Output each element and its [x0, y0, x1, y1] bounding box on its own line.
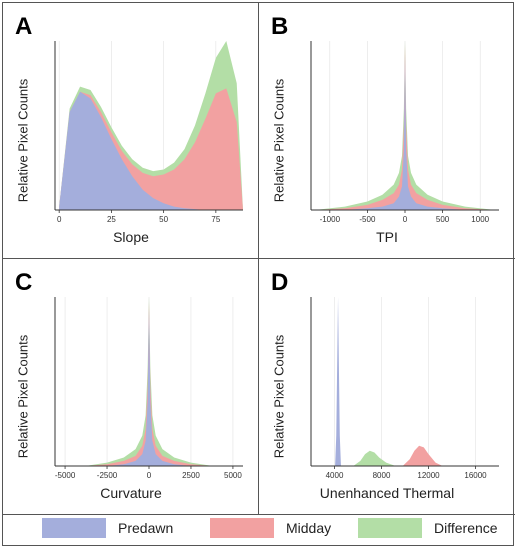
x-tick-label: -2500: [97, 471, 118, 480]
panel-c-ylabel: Relative Pixel Counts: [15, 334, 31, 459]
panel-a-label: A: [15, 13, 33, 40]
legend-item-midday: Midday: [210, 518, 331, 538]
x-tick-label: 4000: [326, 471, 344, 480]
x-tick-label: 500: [436, 215, 450, 224]
x-tick-label: 2500: [182, 471, 200, 480]
panel-b-ylabel: Relative Pixel Counts: [271, 78, 287, 203]
legend-swatch-difference: [358, 518, 422, 538]
x-tick-label: 12000: [417, 471, 440, 480]
legend: Predawn Midday Difference: [2, 513, 514, 546]
panel-c: -5000 -2500 0 2500 5000 C Relative Pixel Cou…: [3, 259, 259, 515]
series-predawn-area: [335, 297, 443, 466]
thermal-chart: 4000 8000 12000 16000: [310, 297, 499, 480]
curvature-chart: -5000 -2500 0 2500 5000: [54, 297, 243, 480]
panel-a: 0 25 50 75 A Relative Pixel Counts Slope: [3, 3, 259, 259]
x-tick-label: 16000: [464, 471, 487, 480]
panel-d-xlabel: Unenhanced Thermal: [319, 485, 455, 501]
legend-label-midday: Midday: [286, 520, 332, 536]
panel-c-xlabel: Curvature: [100, 485, 162, 501]
panel-b-xlabel: TPI: [376, 229, 398, 245]
panel-d: 4000 8000 12000 16000 D Relative Pixel Coun…: [259, 259, 515, 515]
x-tick-label: -500: [359, 215, 376, 224]
panel-b-label: B: [271, 13, 289, 40]
x-tick-label: 8000: [373, 471, 391, 480]
x-tick-label: -1000: [320, 215, 341, 224]
panel-a-ylabel: Relative Pixel Counts: [15, 78, 31, 203]
panel-d-label: D: [271, 269, 289, 296]
x-tick-label: 0: [57, 215, 62, 224]
x-tick-label: 50: [159, 215, 168, 224]
panel-c-label: C: [15, 269, 33, 296]
series-predawn-area: [314, 54, 496, 210]
legend-swatch-predawn: [42, 518, 106, 538]
x-tick-label: 75: [211, 215, 220, 224]
slope-chart: 0 25 50 75: [54, 41, 244, 224]
panel-d-ylabel: Relative Pixel Counts: [271, 334, 287, 459]
x-tick-label: -5000: [55, 471, 76, 480]
legend-item-difference: Difference: [358, 518, 498, 538]
x-tick-label: 0: [147, 471, 152, 480]
legend-label-difference: Difference: [434, 520, 498, 536]
figure-frame: 0 25 50 75 A Relative Pixel Counts Slope -1…: [2, 2, 515, 546]
x-tick-label: 5000: [224, 471, 242, 480]
legend-swatch-midday: [210, 518, 274, 538]
legend-label-predawn: Predawn: [118, 520, 174, 536]
series-midday-area: [335, 445, 443, 466]
series-predawn-area: [59, 91, 244, 210]
x-tick-label: 0: [403, 215, 408, 224]
panel-a-xlabel: Slope: [113, 229, 149, 245]
legend-item-predawn: Predawn: [42, 518, 173, 538]
panel-b: -1000 -500 0 500 1000 B Relative Pixel Count…: [259, 3, 515, 259]
x-tick-label: 25: [107, 215, 116, 224]
x-tick-label: 1000: [471, 215, 489, 224]
series-predawn-area: [85, 308, 213, 466]
series-difference-area: [335, 450, 443, 466]
tpi-chart: -1000 -500 0 500 1000: [310, 41, 499, 224]
